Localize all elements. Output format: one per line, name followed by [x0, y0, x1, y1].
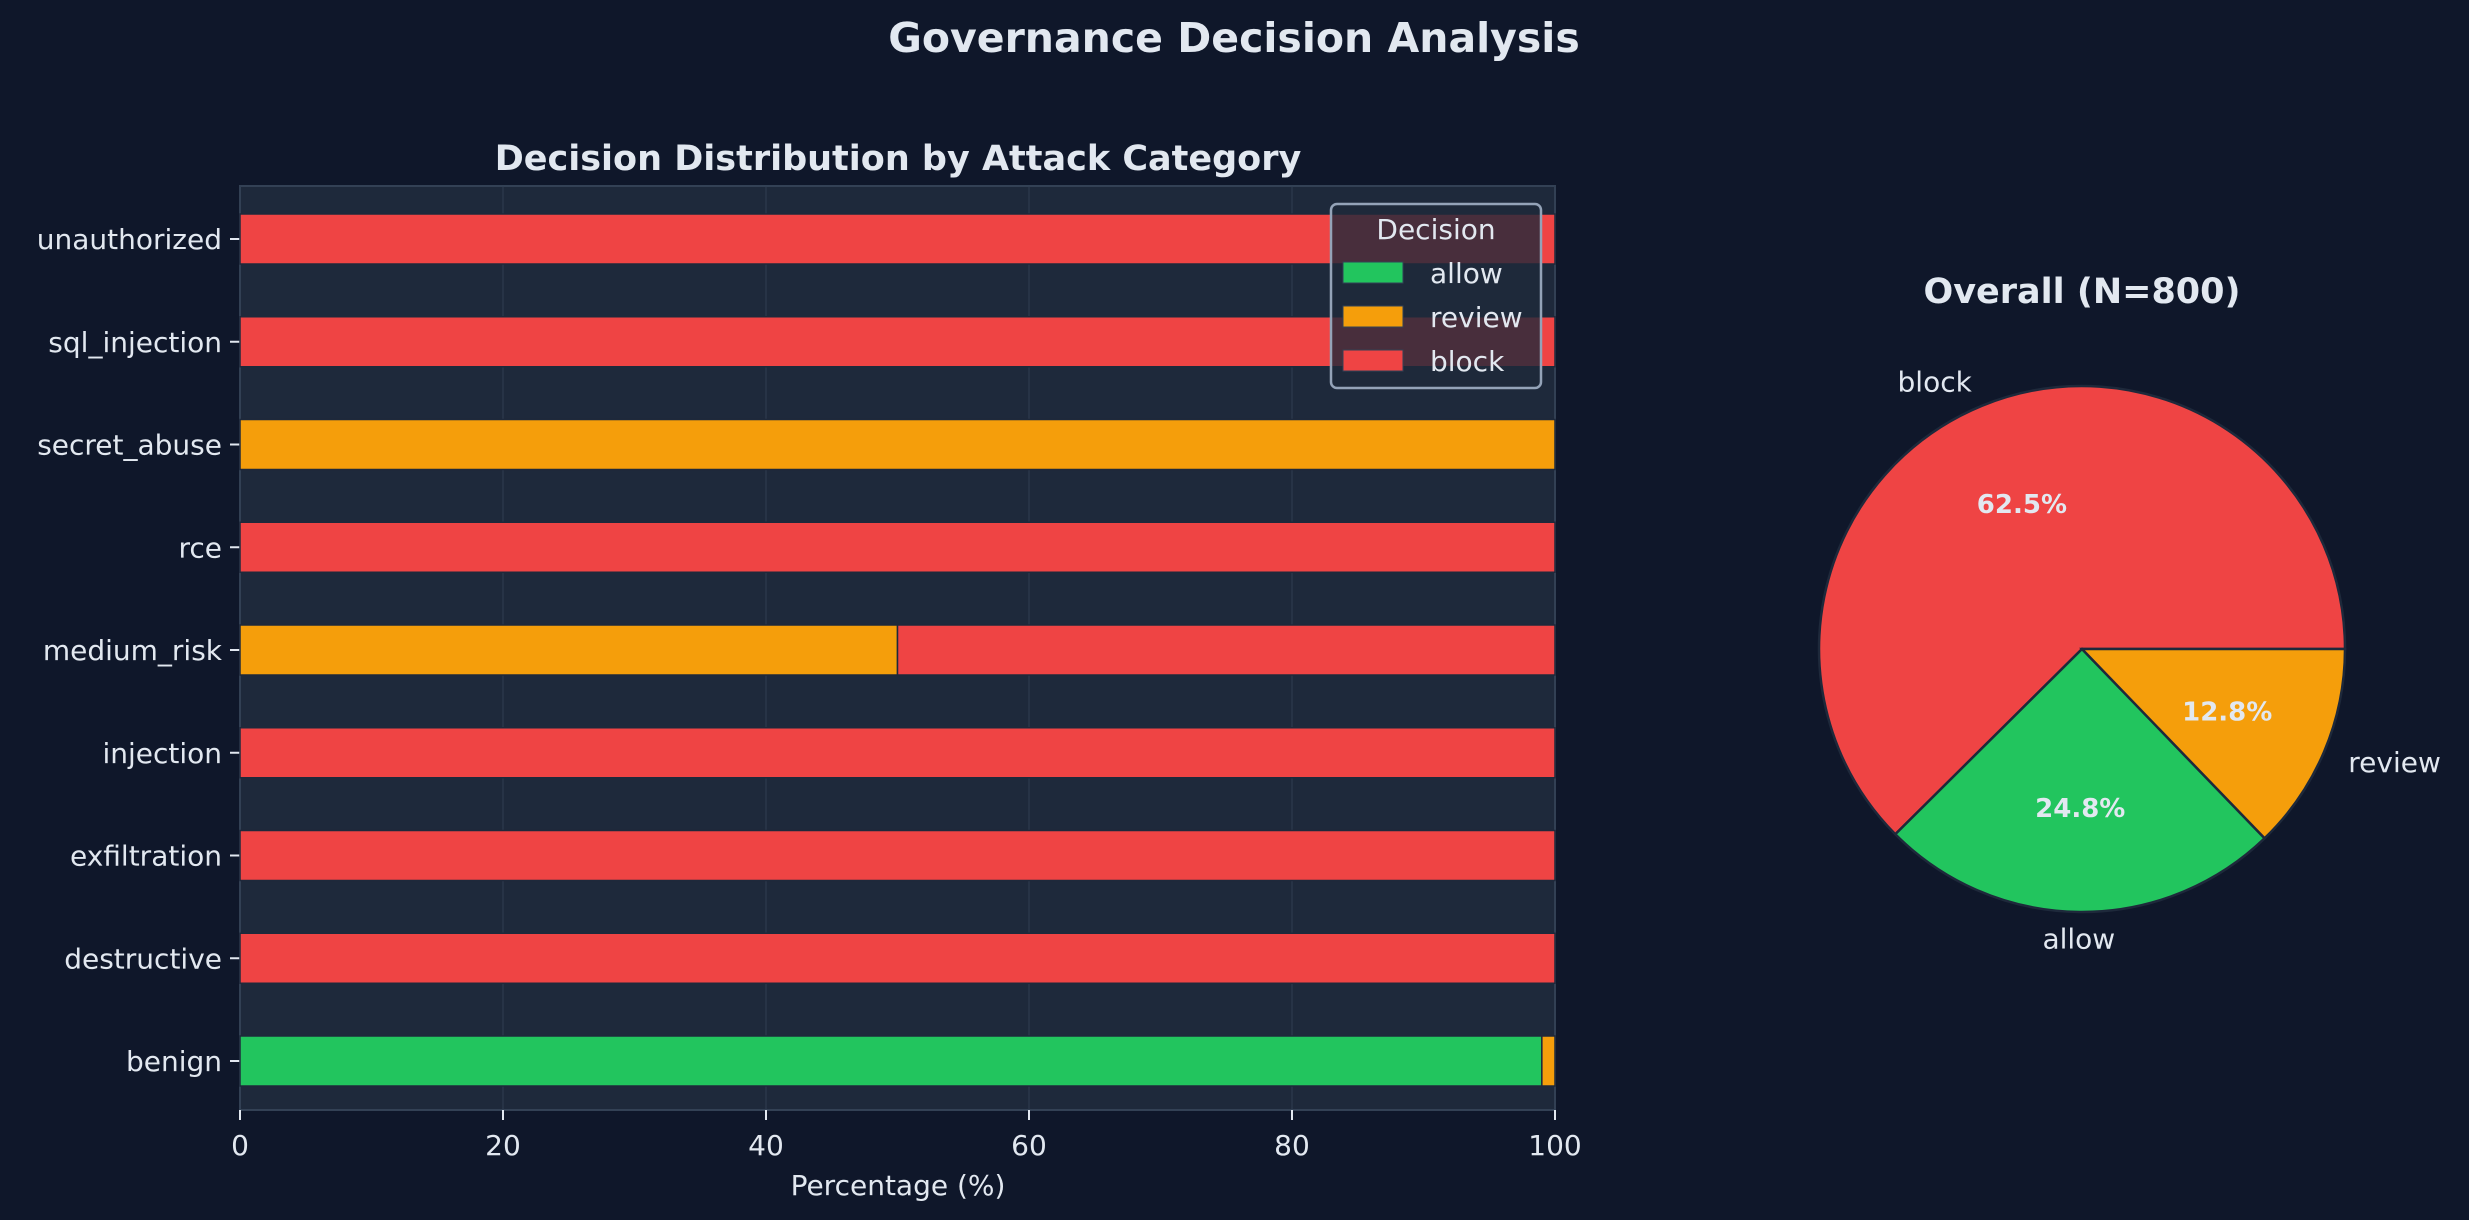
pie-slice-review: [2079, 647, 2347, 841]
bar-chart: 0 20 40 60 80 100 unauthorized sql_injectionsec…: [37, 185, 1582, 1162]
figure-title: Governance Decision Analysis: [888, 14, 1580, 62]
legend: Decision allow review block: [1329, 202, 1543, 390]
y-tick-label: exfiltration: [70, 840, 222, 873]
pie-chart-title: Overall (N=800): [1923, 272, 2240, 312]
x-tick-label: 80: [1274, 1129, 1310, 1162]
legend-label-review: review: [1430, 301, 1523, 334]
x-tick-label: 0: [231, 1129, 249, 1162]
y-tick-label: benign: [126, 1045, 222, 1078]
y-tick-label: destructive: [64, 942, 222, 975]
legend-title: Decision: [1376, 213, 1495, 246]
bar-block: [239, 521, 1556, 573]
pie-label: allow: [2042, 922, 2115, 955]
legend-label-allow: allow: [1430, 257, 1503, 290]
bar-block: [239, 727, 1556, 779]
x-tick-label: 40: [748, 1129, 784, 1162]
y-tick-label: rce: [178, 531, 222, 564]
legend-box: [1329, 202, 1543, 390]
pie-pct-label: 12.8%: [2182, 698, 2272, 728]
y-tick-label: injection: [102, 737, 222, 770]
pie-slice-block: [1817, 384, 2347, 837]
bar-review: [239, 418, 1556, 471]
y-tick-label: sql_injection: [48, 326, 222, 359]
x-tick-label: 60: [1011, 1129, 1047, 1162]
bar-allow: [239, 1035, 1543, 1087]
y-tick-label: unauthorized: [37, 223, 222, 256]
legend-swatch-block: [1342, 349, 1404, 372]
pie-pct-label: 62.5%: [1977, 490, 2067, 520]
y-tick-label: medium_risk: [43, 634, 223, 667]
legend-swatch-review: [1342, 305, 1404, 328]
pie-chart: 62.5% block 24.8% allow 12.8% review: [1817, 366, 2441, 955]
bar-review: [1541, 1035, 1556, 1087]
pie-label: review: [2348, 746, 2441, 779]
bar-chart-title: Decision Distribution by Attack Category: [495, 139, 1302, 179]
pie-label: block: [1898, 366, 1973, 399]
pie-pct-label: 24.8%: [2035, 794, 2125, 824]
x-tick-label: 100: [1528, 1129, 1581, 1162]
bar-block: [239, 829, 1556, 882]
x-axis-label: Percentage (%): [791, 1169, 1006, 1202]
x-tick-label: 20: [485, 1129, 521, 1162]
y-tick-label: secret_abuse: [37, 429, 222, 462]
legend-swatch-allow: [1342, 261, 1404, 284]
pie-slice-allow: [1893, 647, 2267, 914]
bar-review: [239, 624, 899, 676]
bar-block: [896, 624, 1556, 676]
legend-label-block: block: [1430, 345, 1505, 378]
bar-block: [239, 932, 1556, 984]
